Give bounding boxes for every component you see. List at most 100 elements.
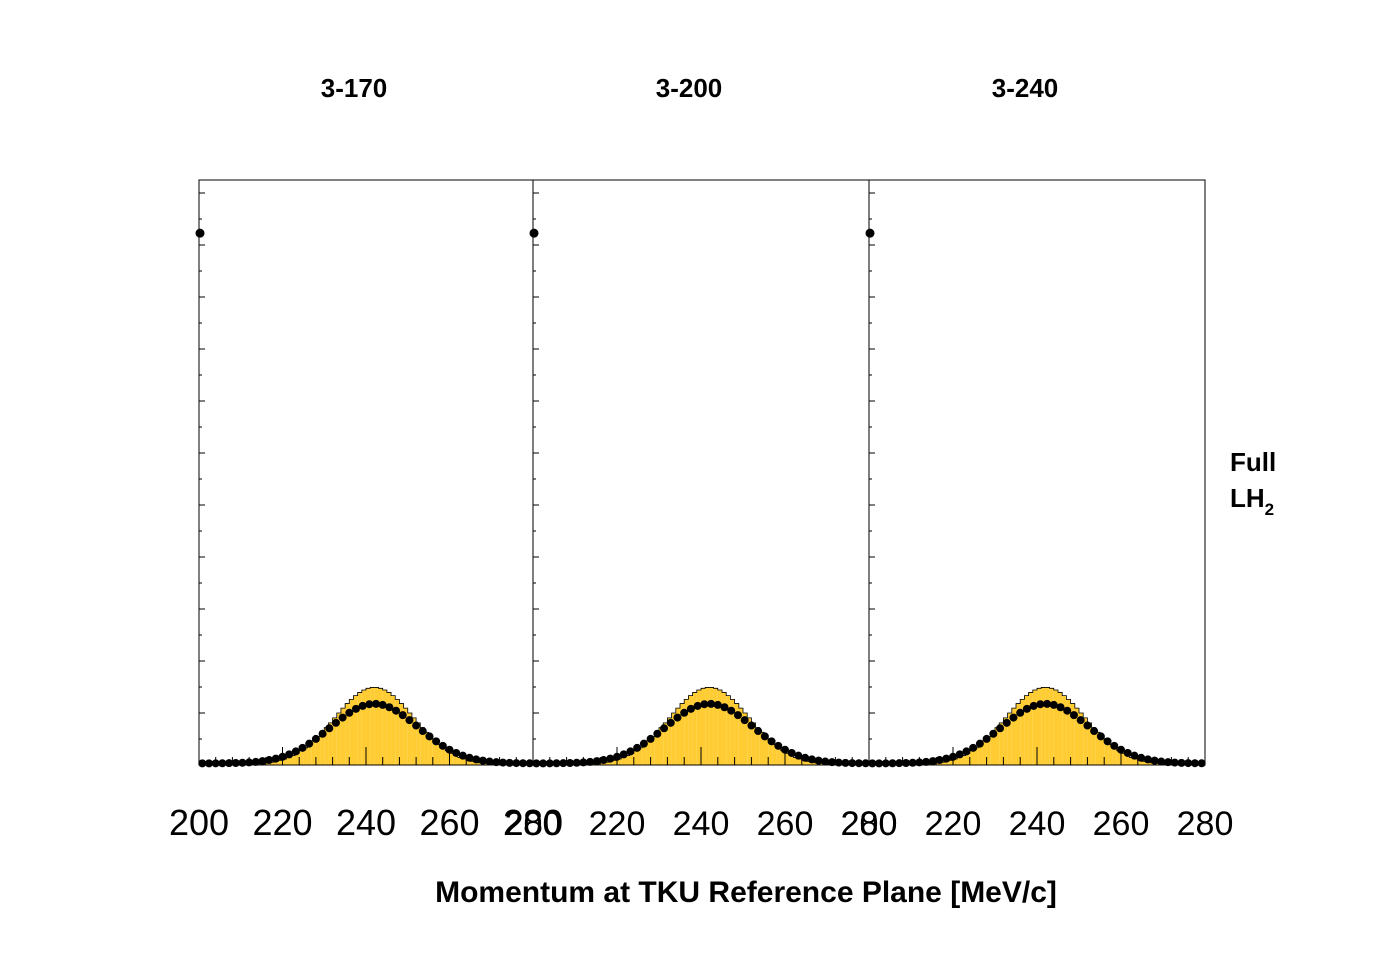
plot-frame	[868, 179, 1206, 766]
data-point	[565, 759, 574, 767]
hist-bar	[705, 687, 710, 765]
x-tick-label: 220	[589, 805, 646, 843]
hist-bar	[295, 753, 300, 765]
panel-1: 3-170 200 220 240 260 280	[169, 73, 563, 843]
hist-bar	[1032, 690, 1037, 765]
data-point	[975, 739, 984, 748]
data-point	[646, 734, 655, 743]
hist-bar	[1100, 736, 1105, 765]
hist-bar	[1074, 708, 1079, 765]
data-point	[814, 756, 823, 765]
panel-title: 3-240	[992, 73, 1059, 103]
hist-bar	[374, 687, 379, 765]
data-points	[529, 228, 870, 768]
data-point	[982, 734, 991, 743]
data-point	[606, 754, 615, 763]
hist-bar	[366, 688, 371, 765]
x-tick-label: 240	[673, 805, 730, 843]
hist-bar	[801, 760, 806, 765]
data-point	[707, 699, 716, 708]
hist-bar	[759, 732, 764, 765]
side-label-full: Full	[1230, 447, 1276, 477]
data-point	[539, 759, 548, 768]
hist-bar	[1146, 762, 1151, 765]
data-point	[875, 759, 884, 768]
x-tick-label: 260	[757, 805, 814, 843]
data-point	[801, 753, 810, 762]
hist-bar	[403, 708, 408, 765]
data-point	[1083, 721, 1092, 730]
data-point	[331, 718, 340, 727]
hist-bar	[361, 690, 366, 765]
data-point	[1063, 706, 1072, 715]
data-point	[1022, 704, 1031, 713]
data-point	[626, 747, 635, 756]
hist-bar	[432, 740, 437, 765]
data-point	[942, 754, 951, 763]
data-point	[754, 727, 763, 736]
hist-bar	[1087, 722, 1092, 765]
hist-bar	[257, 763, 262, 765]
hist-bar	[1104, 740, 1109, 765]
data-point	[996, 724, 1005, 733]
data-point	[969, 743, 978, 752]
data-point	[1164, 758, 1173, 767]
hist-bar	[1083, 717, 1088, 765]
hist-bar	[470, 761, 475, 765]
data-point	[225, 759, 234, 768]
hist-bar	[320, 732, 325, 765]
hist-bar	[755, 727, 760, 765]
hist-bar	[995, 727, 1000, 765]
data-point	[545, 759, 554, 768]
data-point	[291, 747, 300, 756]
hist-bar	[785, 753, 790, 765]
hist-bar	[353, 695, 358, 765]
data-point	[740, 716, 749, 725]
data-point	[680, 708, 689, 717]
data-point	[1197, 759, 1206, 768]
hist-bar	[1041, 687, 1046, 765]
data-point	[901, 759, 910, 767]
data-point	[1009, 713, 1018, 722]
y-ticks	[869, 192, 875, 766]
hist-bar	[701, 688, 706, 765]
hist-bar	[591, 763, 596, 765]
data-point	[908, 758, 917, 767]
data-point	[432, 737, 441, 746]
data-point	[405, 716, 414, 725]
hist-bar	[638, 747, 643, 765]
hist-bar	[274, 761, 279, 765]
data-point	[854, 759, 863, 768]
data-point	[398, 711, 407, 720]
hist-bar	[265, 762, 270, 765]
hist-bar	[1003, 717, 1008, 765]
hist-bar	[780, 750, 785, 765]
hist-bar	[349, 699, 354, 765]
data-point	[358, 701, 367, 710]
data-point	[713, 700, 722, 709]
data-point	[278, 752, 287, 761]
hist-bar	[370, 687, 375, 765]
hist-bar	[1116, 750, 1121, 765]
data-point	[238, 758, 247, 767]
data-point	[525, 759, 534, 768]
data-point	[1117, 745, 1125, 754]
hist-bar	[684, 699, 689, 765]
data-point	[452, 748, 461, 757]
data-point	[693, 701, 702, 710]
hist-bar	[965, 753, 970, 765]
data-point	[586, 757, 595, 766]
hist-bar	[717, 690, 722, 765]
data-point	[245, 758, 254, 767]
hist-bar	[806, 761, 811, 765]
hist-bar	[345, 703, 350, 765]
data-point	[962, 747, 971, 756]
data-point	[1137, 753, 1146, 762]
data-point	[1157, 757, 1166, 766]
hist-bar	[633, 750, 638, 765]
data-point	[881, 759, 890, 768]
data-point	[915, 758, 924, 767]
hist-bar	[990, 732, 995, 765]
hist-bar	[474, 762, 479, 765]
data-point	[1076, 716, 1085, 725]
